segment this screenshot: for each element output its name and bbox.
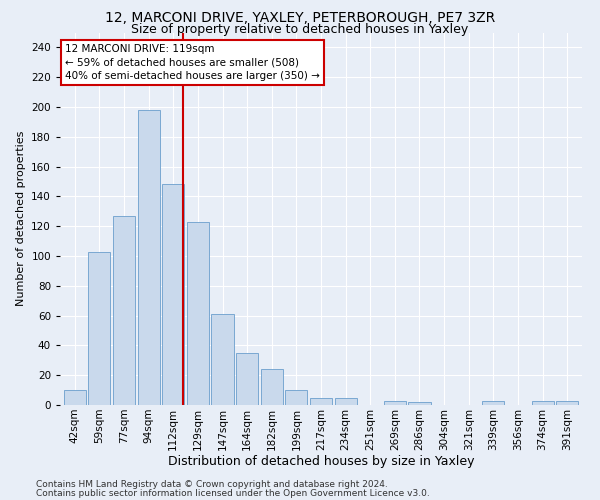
Bar [137,110,160,405]
Text: 12, MARCONI DRIVE, YAXLEY, PETERBOROUGH, PE7 3ZR: 12, MARCONI DRIVE, YAXLEY, PETERBOROUGH,… [105,11,495,25]
Bar [556,400,578,405]
Bar [162,184,184,405]
Bar [88,252,110,405]
Bar [335,398,357,405]
Y-axis label: Number of detached properties: Number of detached properties [16,131,26,306]
Bar [532,400,554,405]
Bar [187,222,209,405]
Bar [384,400,406,405]
Bar [409,402,431,405]
Text: Contains public sector information licensed under the Open Government Licence v3: Contains public sector information licen… [36,488,430,498]
Text: Size of property relative to detached houses in Yaxley: Size of property relative to detached ho… [131,22,469,36]
Text: 12 MARCONI DRIVE: 119sqm
← 59% of detached houses are smaller (508)
40% of semi-: 12 MARCONI DRIVE: 119sqm ← 59% of detach… [65,44,320,81]
Bar [285,390,307,405]
Bar [64,390,86,405]
X-axis label: Distribution of detached houses by size in Yaxley: Distribution of detached houses by size … [168,456,474,468]
Bar [113,216,135,405]
Bar [260,369,283,405]
Bar [482,400,505,405]
Bar [310,398,332,405]
Bar [236,353,258,405]
Text: Contains HM Land Registry data © Crown copyright and database right 2024.: Contains HM Land Registry data © Crown c… [36,480,388,489]
Bar [211,314,233,405]
